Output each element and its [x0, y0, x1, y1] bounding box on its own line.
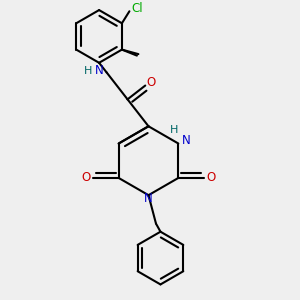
Text: O: O: [81, 172, 90, 184]
Text: N: N: [182, 134, 190, 147]
Text: H: H: [170, 125, 178, 135]
Text: N: N: [144, 192, 153, 205]
Text: O: O: [207, 172, 216, 184]
Text: O: O: [147, 76, 156, 89]
Text: H: H: [83, 66, 92, 76]
Text: N: N: [95, 64, 103, 77]
Text: Cl: Cl: [131, 2, 143, 15]
